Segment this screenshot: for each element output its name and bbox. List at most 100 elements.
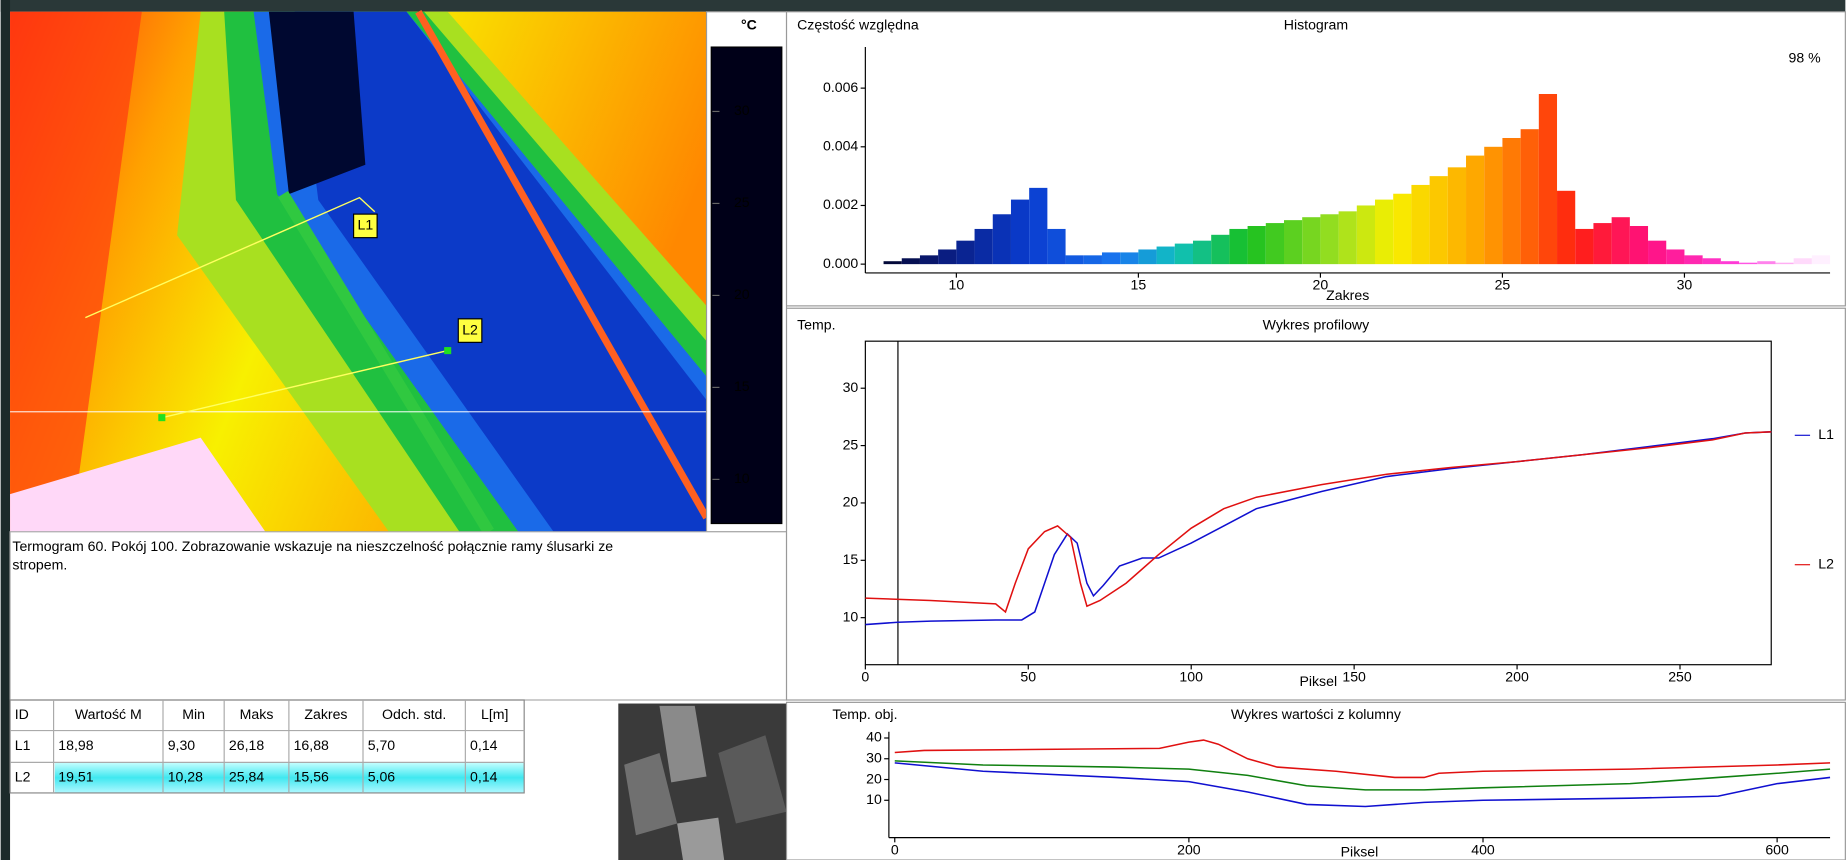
visual-image: [618, 703, 787, 860]
table-cell: 9,30: [168, 737, 196, 753]
chart-panel: Wykres wartości z kolumny Temp. obj. Pikse…: [785, 701, 1846, 860]
table-cell: 18,98: [58, 737, 93, 753]
table-header: Zakres: [304, 706, 347, 722]
hist-bar: [1138, 249, 1157, 265]
hist-bar: [1720, 261, 1740, 265]
y-tick-label: 30: [866, 749, 882, 765]
x-tick-label: 100: [1179, 668, 1203, 684]
x-tick-label: 150: [1342, 668, 1366, 684]
profile-line-l2: [161, 349, 448, 419]
table-cell: L1: [15, 737, 31, 753]
line-label: L2: [462, 321, 478, 337]
hist-bar: [1120, 252, 1139, 265]
series-line: [894, 760, 1831, 791]
color-scale: [710, 46, 783, 525]
hist-bar: [1338, 211, 1357, 265]
x-tick-label: 25: [1495, 277, 1511, 293]
y-tick-label: 25: [843, 436, 859, 452]
y-tick-label: 10: [843, 608, 859, 624]
x-tick-label: 50: [1020, 668, 1036, 684]
chart-panel: Wykres profilowy Temp. Piksel 10 15 20 25 30 0 50…: [785, 307, 1846, 701]
table-cell: 16,88: [294, 737, 329, 753]
y-tick-label: 15: [843, 551, 859, 567]
x-axis-title: Piksel: [1299, 673, 1337, 689]
hist-bar: [1793, 258, 1812, 265]
hist-bar: [1010, 199, 1030, 265]
table-cell: 25,84: [229, 768, 264, 784]
charts: Histogram Częstość względna Zakres 98 % 0.00…: [785, 11, 1846, 860]
visual-shape: [718, 735, 787, 824]
caption-box: [9, 531, 788, 701]
y-axis-title: Częstość względna: [797, 17, 919, 33]
y-axis-title: Temp. obj.: [832, 706, 897, 722]
scale-tick-label: 25: [734, 194, 750, 210]
hist-bar: [1283, 220, 1303, 265]
thermo-edge: [415, 10, 710, 520]
hist-bar: [956, 240, 975, 265]
hist-bar: [1611, 217, 1630, 265]
hist-bar: [1739, 262, 1758, 265]
y-tick-label: 0.002: [823, 196, 858, 212]
series-line: [894, 739, 1831, 779]
caption-line: stropem.: [12, 557, 67, 573]
caption-line: Termogram 60. Pokój 100. Zobrazowanie ws…: [12, 538, 613, 554]
scale-tick-label: 30: [734, 102, 750, 118]
hist-bar: [1557, 190, 1576, 265]
y-tick-label: 20: [843, 494, 859, 510]
hist-bar: [1648, 240, 1667, 265]
hist-bar: [1811, 255, 1831, 265]
hist-bar: [1356, 205, 1376, 265]
table-header: Min: [182, 706, 205, 722]
thermo-window: [10, 437, 266, 532]
thermogram-image: L1 L2: [10, 10, 787, 535]
y-tick-label: 0.004: [823, 138, 858, 154]
hist-bar: [1174, 243, 1193, 265]
chart-title: Wykres wartości z kolumny: [1231, 706, 1402, 722]
hist-bar: [1375, 199, 1394, 265]
x-tick-label: 0: [861, 668, 869, 684]
hist-bar: [1229, 228, 1248, 265]
x-tick-label: 0: [891, 841, 899, 857]
series-line: [865, 431, 1772, 614]
hist-bar: [1065, 255, 1084, 265]
table-header: Maks: [240, 706, 274, 722]
hist-bar: [1466, 155, 1485, 265]
hist-bar: [1211, 234, 1230, 265]
hist-bar: [1702, 258, 1721, 265]
hist-bar: [1684, 255, 1703, 265]
hist-bar: [938, 249, 957, 265]
y-tick-label: 20: [866, 770, 882, 786]
x-tick-label: 400: [1471, 841, 1495, 857]
hist-bar: [1302, 217, 1321, 265]
y-tick-label: 40: [866, 729, 882, 745]
hist-bar: [1447, 167, 1467, 265]
y-tick-label: 0.006: [823, 79, 858, 95]
hist-bar: [1538, 93, 1558, 265]
hist-bar: [1629, 226, 1649, 265]
table-cell: 19,51: [58, 768, 93, 784]
hist-bar: [1484, 146, 1503, 265]
hist-bar: [1101, 252, 1121, 265]
x-axis-title: Zakres: [1326, 287, 1369, 303]
x-tick-label: 200: [1505, 668, 1529, 684]
thermo-stripe: [277, 191, 494, 535]
x-tick-label: 600: [1765, 841, 1789, 857]
table-header: ID: [15, 706, 29, 722]
hist-bar: [1775, 262, 1794, 265]
hist-bar: [1083, 255, 1102, 265]
hist-bar: [1757, 261, 1776, 265]
hist-bar: [1156, 246, 1175, 265]
line-end: [158, 414, 166, 422]
table-cell: 0,14: [470, 737, 498, 753]
table-header: Wartość M: [75, 706, 142, 722]
hist-bar: [901, 258, 920, 265]
x-tick-label: 250: [1668, 668, 1692, 684]
hist-bar: [1593, 223, 1612, 265]
visual-shape: [624, 752, 678, 836]
chart-title: Wykres profilowy: [1263, 317, 1370, 333]
scale-ticks: 10 15 20 25 30: [712, 102, 750, 486]
x-tick-label: 20: [1313, 277, 1329, 293]
table-header: L[m]: [481, 706, 508, 722]
y-tick-label: 0.000: [823, 255, 858, 271]
